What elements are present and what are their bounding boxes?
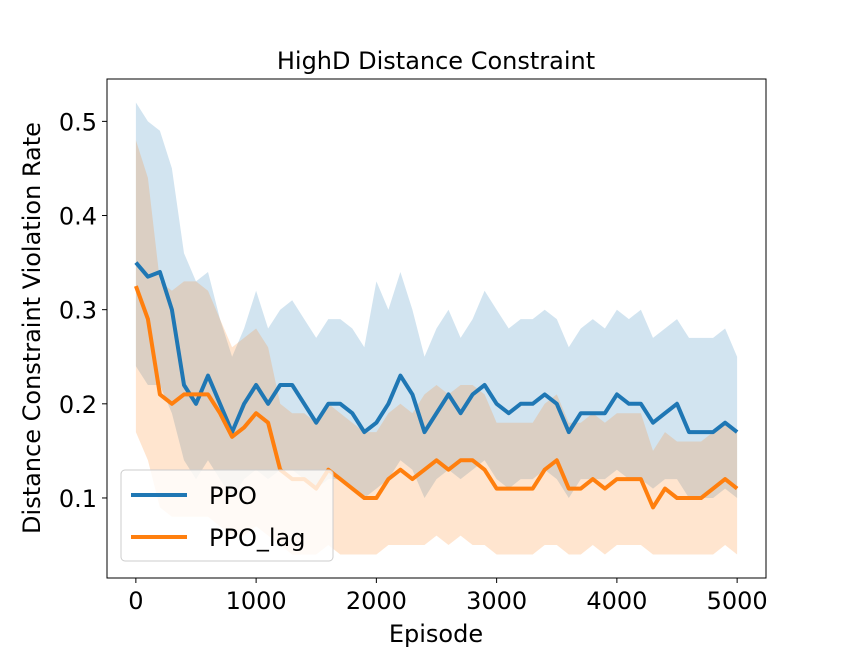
legend-label-ppo-lag: PPO_lag [209, 524, 305, 552]
x-axis-ticks: 0 1000 2000 3000 4000 5000 [128, 578, 768, 615]
y-tick-label: 0.4 [59, 203, 97, 231]
y-tick-label: 0.2 [59, 391, 97, 419]
x-tick-label: 5000 [707, 587, 768, 615]
chart-title: HighD Distance Constraint [277, 47, 595, 75]
band-ppo [135, 102, 738, 498]
line-ppo [134, 261, 739, 435]
x-tick-label: 3000 [466, 587, 527, 615]
x-axis-label: Episode [389, 620, 483, 648]
plot-frame [106, 78, 767, 579]
y-axis-label: Distance Constraint Violation Rate [18, 122, 46, 534]
line-ppo-lag [134, 285, 739, 510]
series-lines [134, 261, 739, 510]
y-axis-ticks: 0.1 0.2 0.3 0.4 0.5 [59, 108, 107, 513]
x-tick-label: 2000 [346, 587, 407, 615]
x-tick-label: 0 [128, 587, 143, 615]
y-tick-label: 0.5 [59, 108, 97, 136]
y-tick-label: 0.1 [59, 485, 97, 513]
band-ppo-lag [135, 140, 738, 555]
x-tick-label: 4000 [586, 587, 647, 615]
y-tick-label: 0.3 [59, 297, 97, 325]
legend: PPO PPO_lag [120, 469, 334, 562]
legend-label-ppo: PPO [209, 482, 257, 510]
confidence-bands [135, 102, 738, 555]
x-tick-label: 1000 [226, 587, 287, 615]
